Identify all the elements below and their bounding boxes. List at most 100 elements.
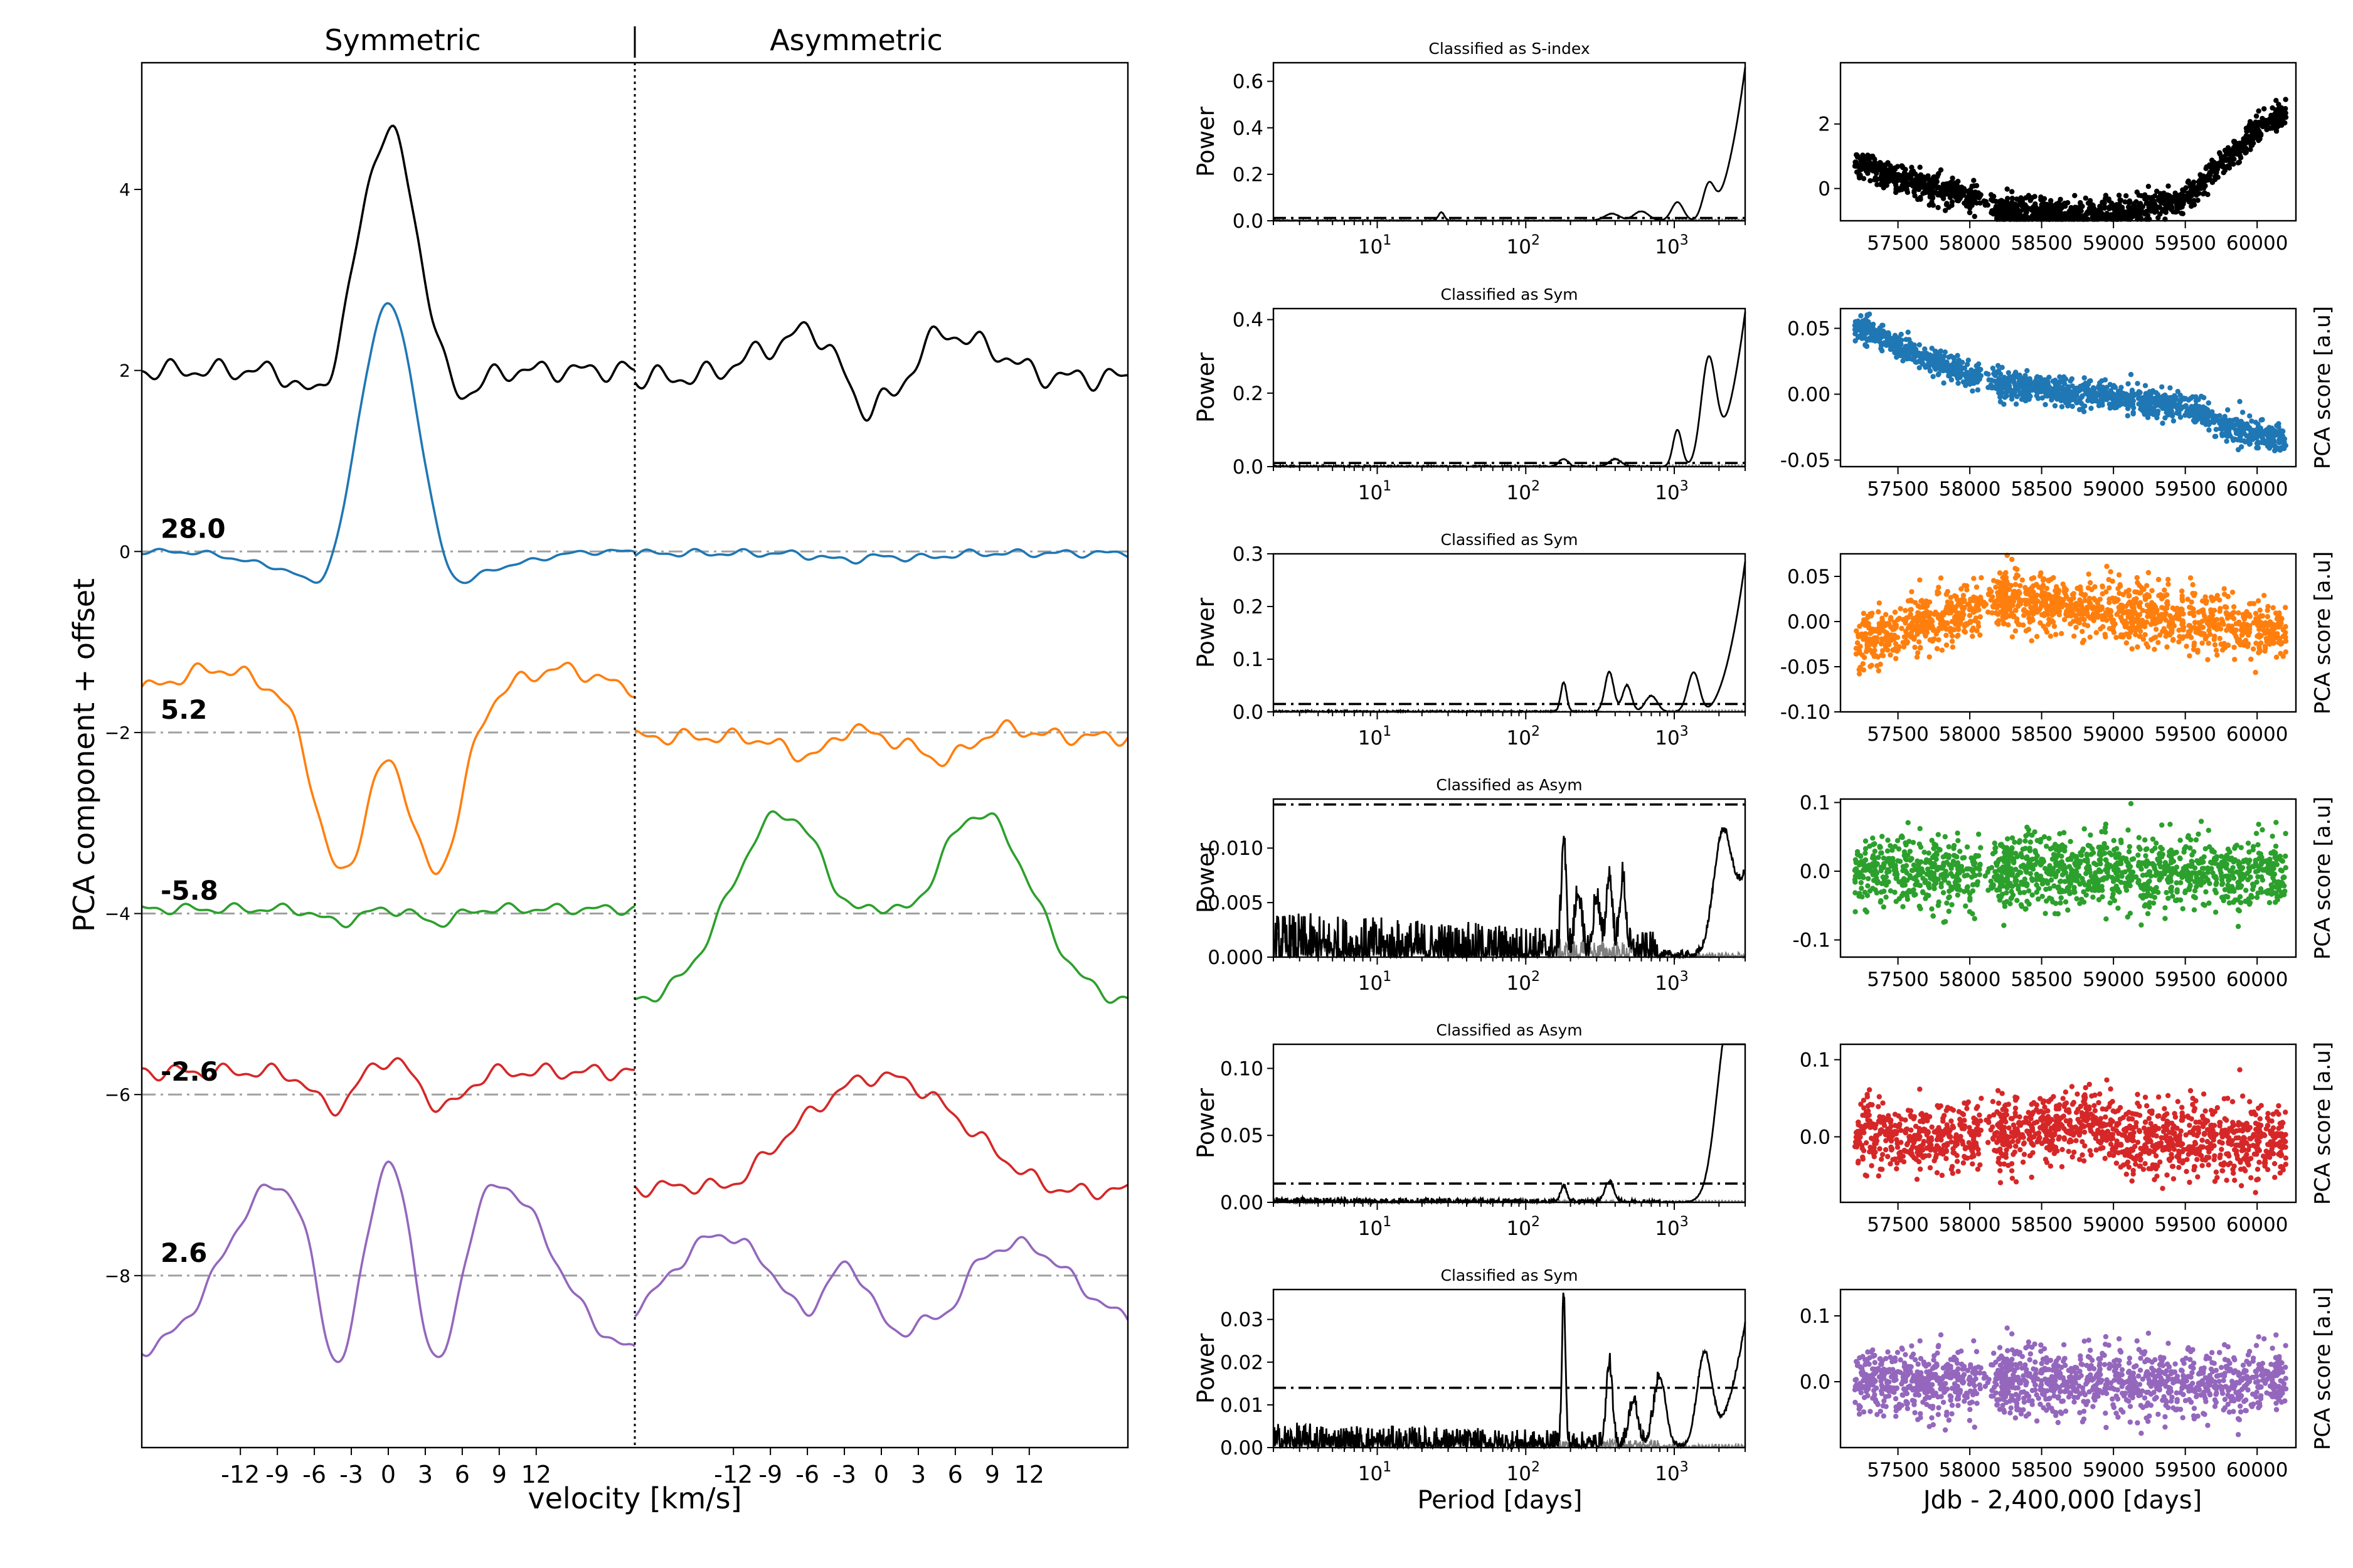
power-trace-1 — [1272, 312, 1746, 469]
scatter-point — [2233, 430, 2239, 437]
scatter-point — [2063, 591, 2068, 596]
scatter-point — [2156, 396, 2162, 403]
scatter-point — [1864, 313, 1870, 319]
scatter-point — [1885, 160, 1891, 166]
scatter-point — [1993, 610, 1999, 616]
scatter-point — [1923, 186, 1928, 192]
scatter-point — [2133, 209, 2139, 215]
component-labels: 28.05.2-5.8-2.62.6 — [161, 513, 226, 1268]
scatter-point — [2196, 185, 2202, 191]
scatter-point — [2023, 601, 2029, 607]
x-axis-label: velocity [km/s] — [528, 1481, 741, 1515]
t-xtick-label-1-1: 58000 — [1939, 478, 2001, 501]
scatter-point — [1929, 353, 1935, 359]
scatter-point — [2113, 202, 2120, 208]
scatter-point — [2258, 122, 2264, 129]
scatter-point — [2005, 581, 2010, 587]
scatter-point — [2135, 203, 2142, 209]
scatter-point — [2117, 207, 2123, 213]
scatter-point — [1995, 204, 2000, 210]
scatter-point — [2013, 369, 2019, 375]
scatter-point — [2031, 589, 2036, 595]
scatter-point — [2017, 622, 2022, 627]
scatter-point — [2068, 601, 2074, 607]
scatter-point — [2033, 204, 2039, 210]
scatter-point — [1861, 176, 1867, 181]
scatter-point — [1916, 365, 1922, 371]
scatter-point — [1967, 618, 1973, 624]
scatter-point — [1916, 639, 1922, 645]
periodogram-frame-0 — [1272, 61, 1746, 222]
scatter-point — [1917, 164, 1923, 170]
scatter-point — [1949, 203, 1955, 208]
scatter-point — [2103, 916, 2109, 922]
timeseries-frame-0 — [1839, 61, 2297, 222]
scatter-point — [2133, 391, 2139, 397]
scatter-point — [1933, 349, 1939, 354]
t-xtick-label-1-4: 59500 — [2154, 478, 2216, 501]
scatter-point — [1972, 213, 1977, 220]
scatter-point — [2276, 437, 2282, 442]
scatter-point — [2255, 617, 2261, 623]
scatter-point — [1927, 637, 1933, 643]
scatter-point — [1866, 168, 1871, 174]
scatter-point — [2012, 588, 2017, 595]
p-ytick-label-0-1: 0.2 — [1233, 164, 1263, 186]
x-axis-ticks: -12 -9 -6 -3 0 3 6 9 12 -12 -9 -6 -3 0 3 6 9 12 — [221, 1448, 1044, 1488]
scatter-point — [2236, 637, 2241, 644]
scatter-point — [2253, 640, 2259, 646]
scatter-point — [1862, 850, 1868, 856]
t-xtick-label-1-2: 58500 — [2010, 478, 2073, 501]
scatter-point — [1997, 391, 2004, 398]
component-label-3: -5.8 — [161, 876, 218, 906]
scatter-point — [1946, 908, 1952, 914]
scatter-point — [1860, 324, 1866, 329]
scatter-point — [2162, 587, 2167, 593]
scatter-point — [2203, 600, 2209, 606]
scatter-point — [2191, 607, 2196, 612]
scatter-point — [2100, 624, 2106, 630]
scatter-point — [2180, 211, 2186, 216]
scatter-point — [1884, 172, 1891, 178]
scatter-point — [2224, 612, 2229, 617]
scatter-point — [1921, 622, 1928, 627]
panel-title-symmetric: Symmetric — [324, 23, 481, 57]
scatter-point — [1931, 174, 1937, 180]
scatter-point — [2212, 174, 2218, 180]
scatter-point — [1860, 318, 1866, 324]
scatter-point — [1893, 188, 1899, 193]
pca-trace-1-asym — [634, 548, 1129, 565]
scatter-point — [1861, 667, 1867, 673]
scatter-point — [2169, 206, 2174, 213]
scatter-point — [1955, 352, 1960, 358]
scatter-point — [2213, 416, 2219, 421]
scatter-point — [2113, 635, 2119, 640]
scatter-point — [1925, 183, 1931, 188]
pca-trace-4-sym — [141, 1057, 635, 1117]
x-tick-label-0-2: -6 — [302, 1461, 326, 1488]
scatter-point — [2197, 178, 2202, 184]
scatter-point — [2278, 620, 2284, 626]
p-xtick-label-3-2: 103 — [1655, 969, 1688, 995]
scatter-point — [2165, 581, 2171, 587]
scatter-point — [2138, 922, 2144, 928]
scatter-point — [2155, 215, 2161, 221]
t-xtick-label-2-2: 58500 — [2010, 723, 2073, 746]
scatter-point — [2179, 606, 2184, 612]
scatter-point — [2135, 644, 2140, 650]
scatter-point — [1950, 644, 1956, 650]
scatter-point — [2167, 385, 2173, 391]
t-ytick-label-0-1: 2 — [1818, 114, 1830, 136]
scatter-point — [2130, 602, 2137, 608]
scatter-point — [2096, 206, 2102, 213]
p-ytick-label-5-3: 0.03 — [1220, 1309, 1263, 1332]
scatter-point — [2013, 850, 2019, 856]
scatter-point — [2032, 607, 2038, 613]
t-ytick-label-2-3: 0.05 — [1787, 566, 1830, 588]
scatter-point — [2036, 396, 2041, 401]
scatter-point — [1991, 578, 1997, 583]
periodogram-title-1: Classified as Sym — [1441, 285, 1578, 304]
p-xtick-label-4-0: 101 — [1358, 1214, 1391, 1240]
scatter-point — [2126, 587, 2132, 593]
